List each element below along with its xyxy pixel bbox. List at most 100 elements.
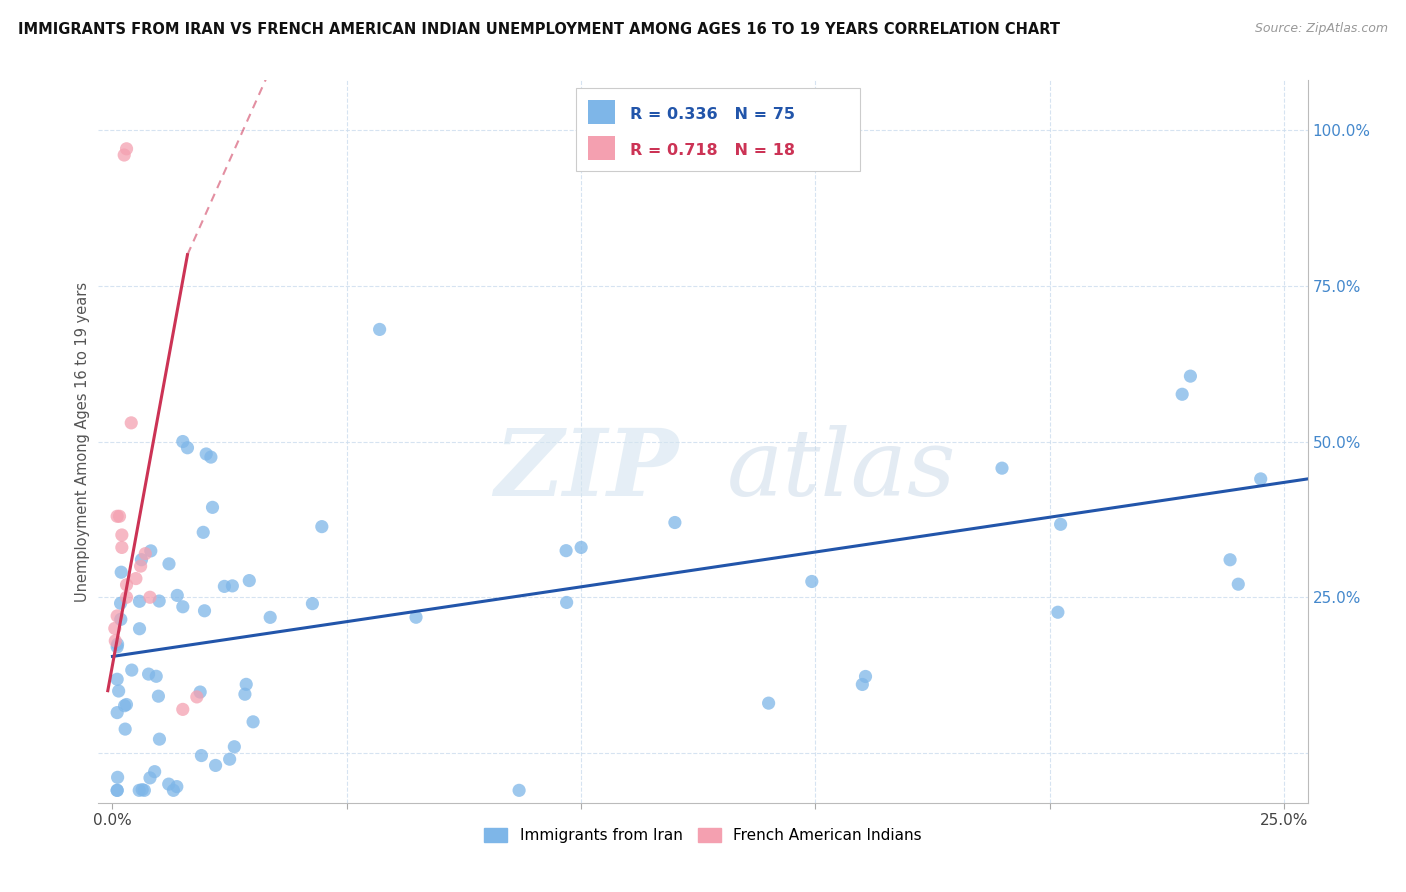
Point <box>368 322 391 336</box>
Point <box>105 783 128 797</box>
Point <box>131 552 153 566</box>
Legend: Immigrants from Iran, French American Indians: Immigrants from Iran, French American In… <box>478 822 928 849</box>
Point <box>138 667 160 681</box>
Point <box>115 698 138 712</box>
Point <box>110 566 132 580</box>
Point <box>242 714 264 729</box>
Point <box>238 574 260 588</box>
Point <box>233 687 256 701</box>
Point <box>114 698 136 713</box>
Point <box>1250 472 1272 486</box>
Y-axis label: Unemployment Among Ages 16 to 19 years: Unemployment Among Ages 16 to 19 years <box>75 282 90 601</box>
Point <box>1046 605 1069 619</box>
Point <box>107 770 129 784</box>
Point <box>1049 517 1071 532</box>
Point <box>193 525 215 540</box>
Point <box>188 685 211 699</box>
Point <box>128 622 150 636</box>
Text: Source: ZipAtlas.com: Source: ZipAtlas.com <box>1254 22 1388 36</box>
Point <box>800 574 823 589</box>
FancyBboxPatch shape <box>588 100 614 124</box>
Point <box>204 758 226 772</box>
Point <box>166 588 188 602</box>
Point <box>172 599 194 614</box>
Text: atlas: atlas <box>727 425 956 516</box>
Point <box>148 594 170 608</box>
Point <box>195 447 218 461</box>
Point <box>105 609 128 624</box>
Point <box>108 509 131 524</box>
Point <box>851 677 873 691</box>
Point <box>176 441 198 455</box>
Point <box>508 783 530 797</box>
Point <box>148 689 170 703</box>
Point <box>110 596 132 610</box>
Point <box>1227 577 1250 591</box>
Point <box>145 669 167 683</box>
Point <box>991 461 1014 475</box>
FancyBboxPatch shape <box>588 136 614 160</box>
Point <box>218 752 240 766</box>
Point <box>664 516 686 530</box>
Point <box>221 579 243 593</box>
Point <box>214 579 236 593</box>
Point <box>121 663 143 677</box>
Text: R = 0.718   N = 18: R = 0.718 N = 18 <box>630 143 796 158</box>
Point <box>107 637 129 651</box>
Point <box>115 591 138 605</box>
Point <box>107 684 129 698</box>
Point <box>128 594 150 608</box>
Point <box>115 142 138 156</box>
Point <box>555 595 578 609</box>
Text: IMMIGRANTS FROM IRAN VS FRENCH AMERICAN INDIAN UNEMPLOYMENT AMONG AGES 16 TO 19 : IMMIGRANTS FROM IRAN VS FRENCH AMERICAN … <box>18 22 1060 37</box>
Point <box>224 739 246 754</box>
Point <box>172 702 194 716</box>
Point <box>105 673 128 687</box>
Point <box>112 148 135 162</box>
Point <box>555 543 578 558</box>
Point <box>157 777 180 791</box>
Point <box>139 591 162 605</box>
Point <box>201 500 224 515</box>
Point <box>134 783 156 797</box>
Point <box>115 578 138 592</box>
Point <box>148 732 170 747</box>
Point <box>157 557 180 571</box>
Text: ZIP: ZIP <box>495 425 679 516</box>
Point <box>1180 369 1202 384</box>
Point <box>172 434 194 449</box>
Point <box>166 780 188 794</box>
Point <box>855 669 877 683</box>
Point <box>105 509 128 524</box>
Point <box>110 612 132 626</box>
Point <box>259 610 281 624</box>
Point <box>200 450 222 464</box>
Point <box>125 572 148 586</box>
Point <box>128 783 150 797</box>
Point <box>1171 387 1194 401</box>
Point <box>162 783 184 797</box>
Point <box>186 690 208 704</box>
Point <box>134 547 156 561</box>
Point <box>139 544 162 558</box>
Point <box>104 621 127 635</box>
Point <box>120 416 142 430</box>
Point <box>193 604 215 618</box>
Point <box>190 748 212 763</box>
Point <box>311 519 333 533</box>
Point <box>139 771 162 785</box>
Point <box>105 783 128 797</box>
Point <box>131 782 153 797</box>
Point <box>143 764 166 779</box>
Point <box>104 633 127 648</box>
Text: R = 0.336   N = 75: R = 0.336 N = 75 <box>630 107 796 121</box>
Point <box>111 528 134 542</box>
Point <box>105 706 128 720</box>
Point <box>1219 553 1241 567</box>
Point <box>569 541 592 555</box>
Point <box>301 597 323 611</box>
Point <box>235 677 257 691</box>
Point <box>129 559 152 574</box>
Point <box>758 696 780 710</box>
Point <box>111 541 134 555</box>
